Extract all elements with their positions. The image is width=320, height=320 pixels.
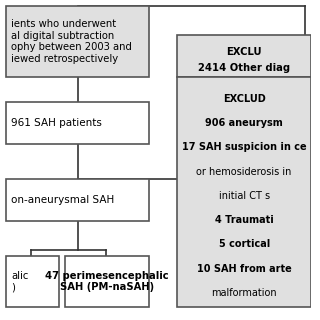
Text: initial CT s: initial CT s	[219, 191, 270, 201]
FancyBboxPatch shape	[6, 179, 149, 221]
FancyBboxPatch shape	[6, 6, 149, 77]
Text: ients who underwent
al digital subtraction
ophy between 2003 and
iewed retrospec: ients who underwent al digital subtracti…	[11, 19, 132, 64]
Text: 5 cortical: 5 cortical	[219, 239, 270, 249]
FancyBboxPatch shape	[6, 256, 59, 307]
Text: 10 SAH from arte: 10 SAH from arte	[197, 264, 292, 274]
FancyBboxPatch shape	[177, 77, 311, 307]
Text: EXCLU: EXCLU	[226, 47, 262, 57]
FancyBboxPatch shape	[6, 102, 149, 144]
Text: 4 Traumati: 4 Traumati	[215, 215, 274, 225]
Text: EXCLUD: EXCLUD	[223, 94, 266, 104]
Text: 906 aneurysm: 906 aneurysm	[205, 118, 283, 128]
Text: or hemosiderosis in: or hemosiderosis in	[196, 166, 292, 177]
Text: alic
): alic )	[11, 271, 28, 292]
Text: 17 SAH suspicion in ce: 17 SAH suspicion in ce	[182, 142, 307, 152]
Text: 2414 Other diag: 2414 Other diag	[198, 63, 290, 74]
FancyBboxPatch shape	[177, 35, 311, 77]
Text: 961 SAH patients: 961 SAH patients	[11, 118, 102, 128]
FancyBboxPatch shape	[65, 256, 149, 307]
Text: 47 perimesencephalic
SAH (PM-naSAH): 47 perimesencephalic SAH (PM-naSAH)	[45, 271, 169, 292]
Text: on-aneurysmal SAH: on-aneurysmal SAH	[11, 195, 114, 205]
Text: malformation: malformation	[211, 288, 277, 298]
